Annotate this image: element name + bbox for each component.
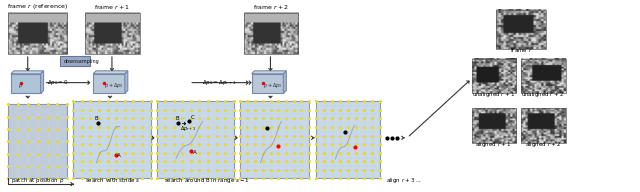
Bar xyxy=(472,59,516,94)
FancyBboxPatch shape xyxy=(11,74,40,94)
Bar xyxy=(497,10,546,49)
Text: frame $r$ (reference): frame $r$ (reference) xyxy=(7,2,68,11)
Text: frame $r+1$: frame $r+1$ xyxy=(94,3,131,11)
Text: $\Delta p_0 = 0$: $\Delta p_0 = 0$ xyxy=(47,78,68,87)
FancyBboxPatch shape xyxy=(8,104,67,178)
Bar xyxy=(472,108,516,143)
Text: B: B xyxy=(175,116,179,121)
FancyBboxPatch shape xyxy=(316,101,380,178)
FancyBboxPatch shape xyxy=(252,74,284,94)
Polygon shape xyxy=(93,71,128,74)
Polygon shape xyxy=(40,71,44,94)
Text: A: A xyxy=(193,150,196,155)
Bar xyxy=(8,13,67,54)
Text: $p + \Delta p_0$: $p + \Delta p_0$ xyxy=(104,81,124,90)
Text: $p + \Delta p_0$: $p + \Delta p_0$ xyxy=(263,81,282,90)
Text: A: A xyxy=(117,153,121,158)
Text: frame $r+2$: frame $r+2$ xyxy=(253,3,289,11)
Text: $\Delta p_{r+1}$: $\Delta p_{r+1}$ xyxy=(180,124,196,133)
Text: $\Delta p_0 = \Delta p_{r+1}$: $\Delta p_0 = \Delta p_{r+1}$ xyxy=(202,78,236,87)
Polygon shape xyxy=(11,71,44,74)
Polygon shape xyxy=(125,71,128,94)
Text: C: C xyxy=(191,115,195,120)
Text: frame $r$: frame $r$ xyxy=(510,46,532,54)
Text: aligned $r+2$: aligned $r+2$ xyxy=(525,140,561,149)
Text: align $r+3$ ...: align $r+3$ ... xyxy=(387,176,422,185)
Polygon shape xyxy=(252,71,286,74)
FancyBboxPatch shape xyxy=(240,101,309,178)
Text: $p$: $p$ xyxy=(19,82,24,90)
Bar xyxy=(521,59,566,94)
Text: search with stride $s$: search with stride $s$ xyxy=(85,176,141,184)
FancyBboxPatch shape xyxy=(157,101,234,178)
Text: unaligned $r+2$: unaligned $r+2$ xyxy=(522,90,564,99)
FancyBboxPatch shape xyxy=(60,56,90,66)
Polygon shape xyxy=(284,71,286,94)
Text: patch at position $p$: patch at position $p$ xyxy=(11,176,64,185)
FancyBboxPatch shape xyxy=(93,74,125,94)
Text: downsampling: downsampling xyxy=(63,59,99,64)
Text: unaligned $r+1$: unaligned $r+1$ xyxy=(472,90,515,99)
FancyBboxPatch shape xyxy=(74,101,150,178)
Text: aligned $r+1$: aligned $r+1$ xyxy=(476,140,511,149)
Text: B: B xyxy=(95,116,99,121)
Text: search around B in range $s-1$: search around B in range $s-1$ xyxy=(164,176,250,185)
Bar xyxy=(244,13,298,54)
Bar xyxy=(521,108,566,143)
Bar xyxy=(85,13,140,54)
